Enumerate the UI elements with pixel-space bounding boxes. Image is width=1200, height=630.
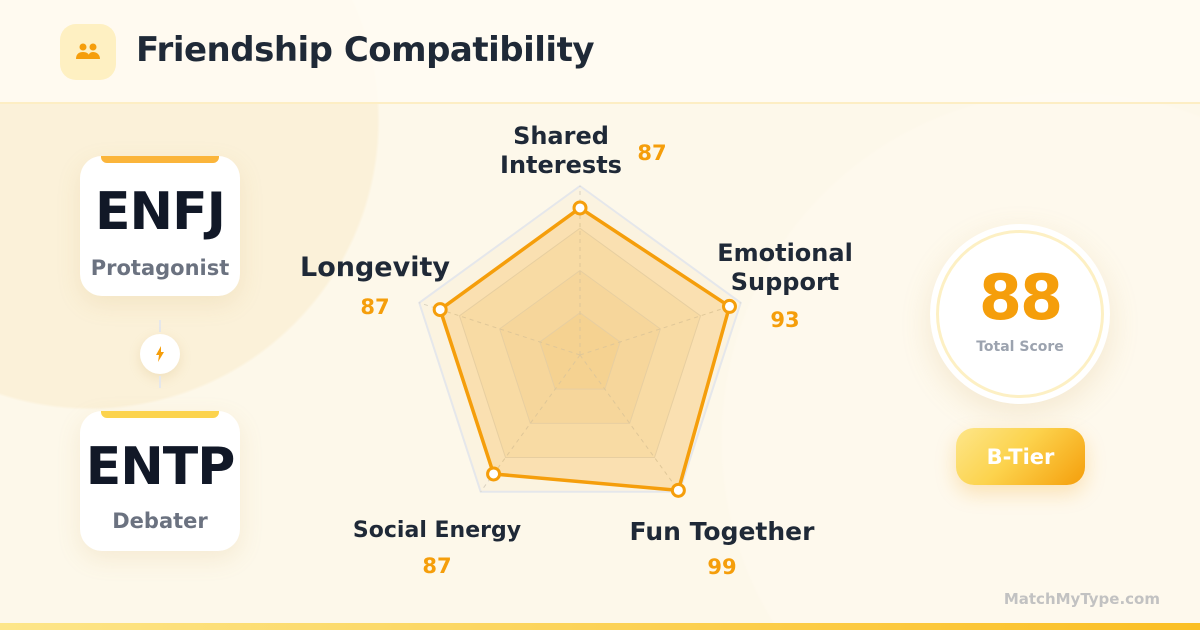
brand-watermark: MatchMyType.com [1003,590,1160,608]
connector-line [159,376,161,388]
data-point [432,302,448,318]
page-title: Friendship Compatibility [136,30,595,70]
type-code: ENTP [85,437,236,497]
type-card-2: ENTP Debater [80,411,240,551]
type-card-1: ENFJ Protagonist [80,156,240,296]
data-point [721,298,737,314]
score-label: Total Score [976,339,1064,355]
tier-badge: B-Tier [956,428,1085,485]
score-ring [936,230,1104,398]
lightning-bolt-icon [140,334,180,374]
data-area [438,206,732,493]
type-nickname: Debater [112,509,208,533]
axis-label-social-energy: Social Energy [352,518,522,543]
type-code: ENFJ [95,182,226,242]
card-accent-bar [101,156,219,163]
card-accent-bar [101,411,219,418]
value-label: 93 [770,308,800,332]
axis-label-emotional-support: Emotional Support [717,239,853,296]
score-value: 88 [978,261,1063,334]
grid-ring [539,312,621,390]
total-score-badge: 88 Total Score [930,224,1110,404]
footer-bar [0,623,1200,630]
users-icon [60,24,116,80]
connector-line [159,320,161,332]
value-label: 87 [360,295,390,319]
data-point [486,466,502,482]
axis-label-shared-interests: Shared Interests [500,122,622,179]
axis-label-fun-together: Fun Together [629,517,815,546]
value-label: 87 [422,554,452,578]
value-label: 87 [637,141,667,165]
axis-label-longevity: Longevity [300,252,450,283]
value-label: 99 [707,555,737,579]
header: Friendship Compatibility [0,0,1200,104]
type-nickname: Protagonist [90,256,230,280]
data-point [572,200,588,216]
data-point [670,482,686,498]
